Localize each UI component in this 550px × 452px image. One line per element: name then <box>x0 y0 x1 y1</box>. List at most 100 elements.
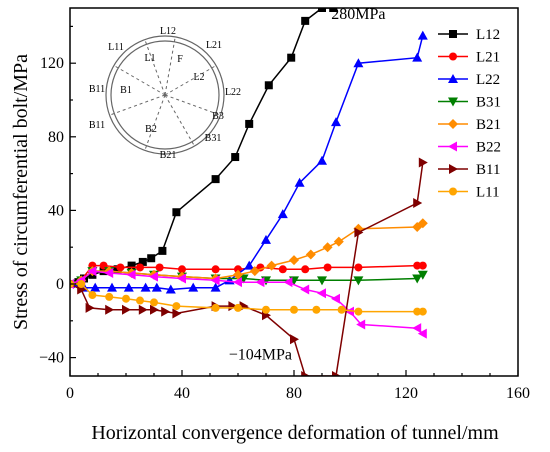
point-l12 <box>138 257 147 266</box>
point-l11 <box>337 305 346 314</box>
inset-label: L12 <box>160 26 176 37</box>
inset-label: B31 <box>205 133 222 144</box>
point-l12 <box>329 8 338 12</box>
point-b11 <box>290 334 299 345</box>
inset-bolt-line <box>109 94 166 116</box>
point-l22 <box>412 52 423 62</box>
series-l12 <box>70 8 338 288</box>
point-b11 <box>354 227 364 238</box>
inset-label: B3 <box>212 111 224 122</box>
legend-marker <box>449 164 458 174</box>
point-l12 <box>158 246 167 255</box>
point-b22 <box>210 275 220 286</box>
point-l11 <box>122 294 130 303</box>
inset-label: L21 <box>206 40 222 51</box>
point-l22 <box>188 282 199 292</box>
point-l11 <box>290 305 298 314</box>
point-b22 <box>233 277 242 288</box>
inset-outer-ring <box>105 35 225 155</box>
point-l11 <box>354 307 363 316</box>
point-l12 <box>211 175 220 184</box>
point-l21 <box>278 265 287 274</box>
point-l22 <box>123 282 134 292</box>
series-line-l22 <box>70 35 424 291</box>
point-l21 <box>234 265 242 274</box>
legend-item-l12: L12 <box>438 27 500 43</box>
point-l21 <box>116 263 125 272</box>
point-b22 <box>87 266 97 277</box>
inset-label: L2 <box>193 72 204 83</box>
point-b11 <box>85 302 95 313</box>
point-b22 <box>255 277 265 288</box>
series-group <box>70 8 428 376</box>
inset-bolt-line <box>164 36 176 96</box>
point-l21 <box>354 263 363 272</box>
point-l11 <box>105 292 114 301</box>
point-l22 <box>165 284 176 294</box>
point-l12 <box>127 261 136 270</box>
point-b11 <box>161 306 171 317</box>
legend-item-l22: L22 <box>438 72 500 88</box>
point-l22 <box>261 234 271 244</box>
annotation-0: 280MPa <box>331 6 385 23</box>
x-tick-label: 160 <box>506 385 530 402</box>
point-b11 <box>138 304 148 315</box>
point-b21 <box>233 269 243 280</box>
point-l22 <box>417 30 428 40</box>
point-b21 <box>305 249 316 260</box>
point-b21 <box>249 266 260 277</box>
point-b21 <box>322 242 333 253</box>
point-l21 <box>323 263 332 272</box>
point-l12 <box>264 81 273 90</box>
bolt-layout-inset: L12 L21 L11 L1 F L2 L22 B11 B1 B3 B2 B31 B11 B21 <box>89 26 241 161</box>
legend-item-l11: L11 <box>438 185 500 201</box>
legend-item-l21: L21 <box>438 50 500 66</box>
point-l11 <box>234 303 242 312</box>
point-b11 <box>172 308 182 319</box>
legend: L12 L21 L22 B31 B21 B22 B11 L11 <box>438 27 501 201</box>
point-b22 <box>126 269 136 280</box>
point-b22 <box>283 277 293 288</box>
point-l11 <box>150 298 158 307</box>
point-l22 <box>244 260 255 270</box>
plot-area: 280MPa −104MPa <box>70 6 428 376</box>
point-l22 <box>151 282 162 292</box>
inset-label: F <box>177 54 183 65</box>
legend-marker <box>449 30 457 38</box>
legend-label: B31 <box>476 95 501 111</box>
point-b11 <box>105 304 115 315</box>
point-l21 <box>136 263 144 272</box>
legend-label: B21 <box>476 117 501 133</box>
inset-label: L1 <box>144 53 155 64</box>
point-l21 <box>211 265 220 274</box>
point-l22 <box>331 117 341 127</box>
point-b22 <box>356 319 366 330</box>
point-l21 <box>301 265 310 274</box>
y-axis-title: Stress of circumferential bolt/MPa <box>10 54 32 330</box>
point-l22 <box>90 282 101 292</box>
point-b22 <box>331 293 340 304</box>
point-l12 <box>301 16 310 25</box>
point-b11 <box>413 198 423 209</box>
point-b11 <box>332 371 341 376</box>
point-b21 <box>289 255 299 266</box>
legend-marker <box>449 187 457 196</box>
series-b22 <box>70 266 427 339</box>
x-tick-label: 40 <box>174 385 190 402</box>
inset-bolt-line <box>144 94 166 151</box>
point-b11 <box>418 157 428 168</box>
inset-bolt-line <box>113 65 166 96</box>
y-tick-label: −40 <box>39 350 64 367</box>
point-b31 <box>353 276 364 286</box>
legend-label: B11 <box>476 162 500 178</box>
point-b21 <box>333 236 344 247</box>
x-tick-label: 120 <box>394 385 418 402</box>
inset-inner-ring <box>110 40 220 150</box>
point-l12 <box>172 208 181 217</box>
point-b31 <box>317 276 327 286</box>
legend-item-b22: B22 <box>438 140 501 156</box>
inset-bolt-line <box>164 94 221 116</box>
point-l22 <box>277 209 288 219</box>
point-b22 <box>412 323 422 334</box>
point-l22 <box>294 177 305 187</box>
